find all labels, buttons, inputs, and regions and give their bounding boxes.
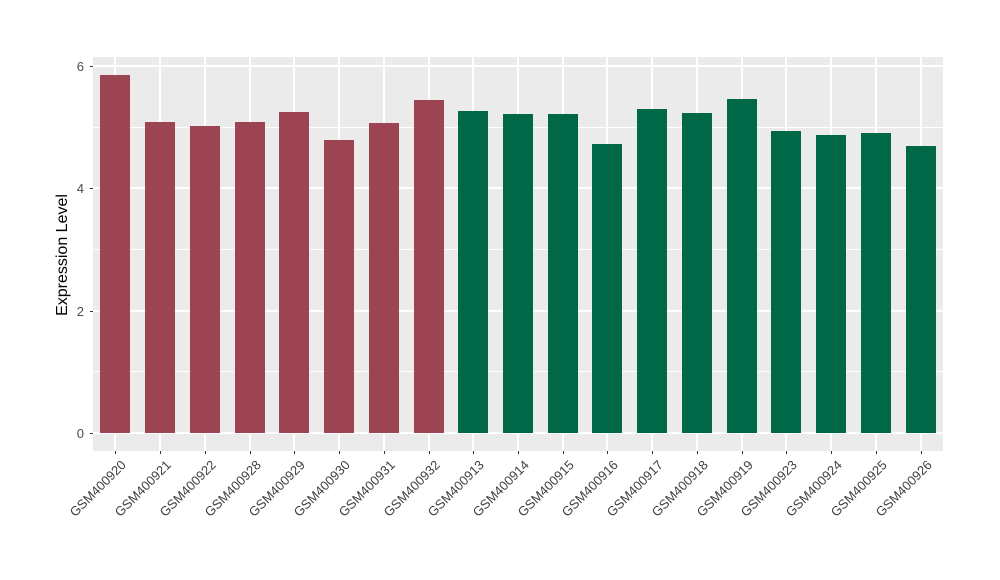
y-tick-label: 4 [76, 181, 84, 197]
bar [234, 122, 265, 433]
bar [189, 125, 220, 433]
bar [503, 114, 533, 433]
x-tick-mark [920, 451, 922, 454]
x-tick-mark [115, 451, 117, 454]
y-tick-mark [90, 65, 93, 67]
x-tick-mark [652, 451, 654, 454]
x-tick-mark [473, 451, 475, 454]
x-tick-mark [607, 451, 609, 454]
bar [771, 130, 802, 433]
bar [324, 139, 355, 433]
bar [145, 121, 176, 433]
x-tick-mark [875, 451, 877, 454]
bar [860, 132, 891, 433]
bar [637, 108, 668, 433]
x-tick-mark [518, 451, 519, 454]
bar [681, 113, 712, 433]
x-tick-mark [428, 451, 430, 454]
bar [592, 144, 623, 433]
x-tick-mark [339, 451, 341, 454]
y-tick-label: 6 [76, 58, 84, 74]
bar [905, 145, 936, 433]
bar [726, 99, 757, 433]
y-tick-label: 2 [76, 303, 84, 319]
x-tick-mark [562, 451, 564, 454]
bar [547, 114, 578, 433]
x-tick-mark [696, 451, 698, 454]
y-tick-mark [90, 310, 93, 312]
x-tick-mark [786, 451, 788, 454]
x-tick-mark [249, 451, 251, 454]
x-tick-mark [294, 451, 296, 454]
bar [816, 135, 847, 433]
bar [279, 111, 310, 433]
y-tick-mark [90, 433, 93, 434]
y-tick-mark [90, 188, 93, 190]
x-tick-mark [831, 451, 833, 454]
bar [413, 100, 444, 433]
x-tick-mark [204, 451, 206, 454]
x-tick-mark [160, 451, 162, 454]
bar [368, 122, 399, 433]
y-tick-label: 0 [76, 426, 84, 441]
bar [100, 74, 131, 433]
x-tick-mark [741, 451, 743, 454]
bar [458, 111, 489, 433]
x-tick-mark [383, 451, 385, 454]
plot-panel [93, 57, 943, 451]
